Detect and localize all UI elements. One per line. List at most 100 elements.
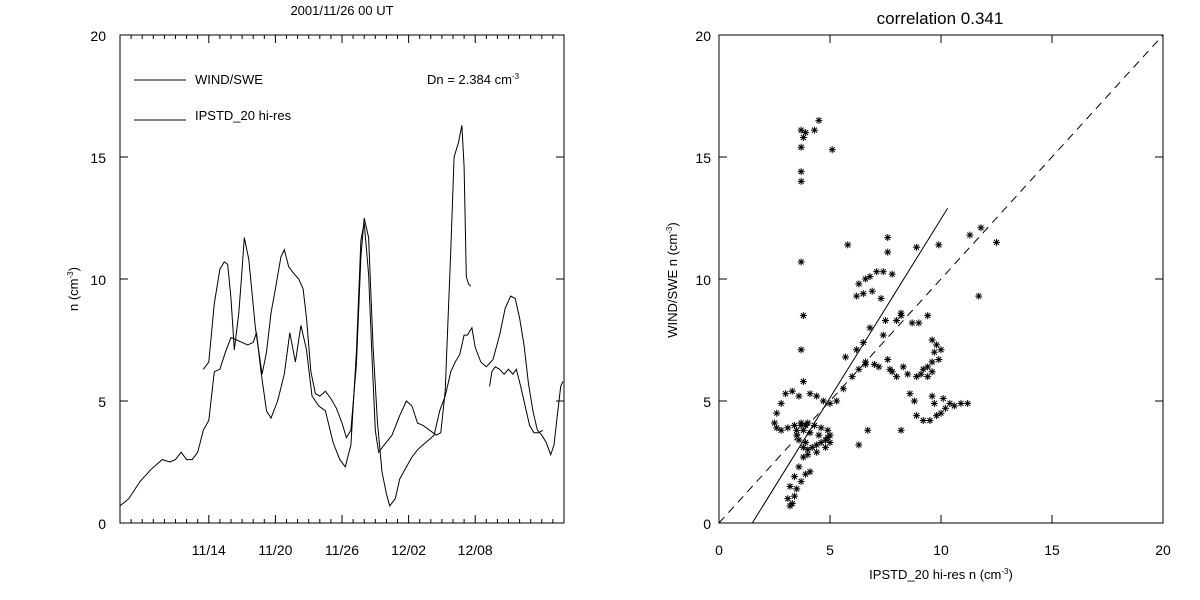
y-tick-label: 0	[98, 516, 106, 532]
scatter-point	[777, 399, 785, 407]
scatter-point	[924, 312, 932, 320]
scatter-point	[950, 402, 958, 410]
x-tick-label: 12/08	[458, 542, 493, 558]
scatter-point	[799, 312, 807, 320]
scatter-point	[773, 409, 781, 417]
scatter-point	[806, 390, 814, 398]
scatter-point	[897, 312, 905, 320]
scatter-point	[790, 473, 798, 481]
scatter-point	[966, 231, 974, 239]
scatter-y-axis-label: WIND/SWE n (cm-3)	[665, 222, 680, 337]
time-series-y-axis-label: n (cm-3)	[66, 267, 81, 311]
time-series-x-axis: 11/14 11/20 11/26 12/02 12/08	[130, 35, 554, 558]
scatter-point	[806, 468, 814, 476]
scatter-point	[795, 463, 803, 471]
y-tick-label: 10	[695, 272, 711, 288]
scatter-point	[897, 426, 905, 434]
scatter-y-label-text: WIND/SWE n (cm	[665, 234, 680, 338]
scatter-point	[928, 358, 936, 366]
scatter-point	[866, 273, 874, 281]
scatter-point	[813, 392, 821, 400]
scatter-point	[802, 438, 810, 446]
scatter-point	[788, 387, 796, 395]
x-tick-label: 15	[1044, 542, 1060, 558]
scatter-point	[893, 373, 901, 381]
x-tick-label: 11/20	[258, 542, 292, 558]
time-series-y-axis: 0 5 10 15 20	[90, 28, 564, 532]
time-series-lines	[119, 125, 564, 508]
scatter-point	[910, 397, 918, 405]
scatter-x-label-superscript: -3	[1001, 567, 1009, 576]
scatter-point	[941, 404, 949, 412]
scatter-point	[824, 434, 832, 442]
scatter-point	[839, 385, 847, 393]
scatter-point	[957, 399, 965, 407]
scatter-point	[844, 241, 852, 249]
scatter-point	[913, 412, 921, 420]
x-tick-label: 11/14	[192, 542, 226, 558]
scatter-y-label-superscript: -3	[665, 226, 674, 234]
scatter-title: correlation 0.341	[877, 9, 1004, 28]
scatter-point	[784, 424, 792, 432]
scatter-point	[930, 399, 938, 407]
scatter-point	[802, 129, 810, 137]
scatter-point	[828, 146, 836, 154]
scatter-point	[864, 426, 872, 434]
scatter-point	[977, 224, 985, 232]
scatter-point	[777, 426, 785, 434]
scatter-point	[810, 421, 818, 429]
scatter-point	[879, 268, 887, 276]
dn-annotation-superscript: -3	[512, 72, 520, 81]
scatter-x-label-close: )	[1008, 567, 1012, 582]
scatter-point	[928, 336, 936, 344]
scatter-point	[859, 338, 867, 346]
time-series-title: 2001/11/26 00 UT	[290, 3, 393, 18]
scatter-reference-lines	[718, 34, 1164, 524]
time-series-panel: 2001/11/26 00 UT 0 5 10 15 20 11/14 11/20 11/2…	[66, 3, 565, 558]
scatter-point	[964, 399, 972, 407]
scatter-point	[833, 397, 841, 405]
x-tick-label: 20	[1155, 542, 1171, 558]
scatter-point	[797, 177, 805, 185]
scatter-point	[975, 292, 983, 300]
scatter-point	[826, 399, 834, 407]
scatter-point	[882, 316, 889, 324]
scatter-point	[862, 360, 870, 368]
x-tick-label: 10	[933, 542, 949, 558]
scatter-point	[822, 443, 830, 451]
scatter-point	[815, 116, 823, 124]
scatter-point	[855, 441, 863, 449]
scatter-x-axis: 0 5 10 15 20	[715, 35, 1171, 558]
scatter-point	[797, 143, 805, 151]
scatter-point	[853, 292, 861, 300]
scatter-point	[855, 280, 863, 288]
y-tick-label: 20	[90, 28, 106, 44]
scatter-point	[771, 419, 778, 427]
scatter-point	[842, 353, 850, 361]
scatter-point	[873, 268, 881, 276]
scatter-point	[928, 368, 936, 376]
scatter-point	[919, 417, 927, 425]
x-tick-label: 11/26	[325, 542, 359, 558]
scatter-point	[793, 426, 801, 434]
scatter-point	[788, 499, 796, 507]
scatter-point	[797, 478, 805, 486]
scatter-point	[926, 417, 934, 425]
scatter-x-label-text: IPSTD_20 hi-res n (cm	[869, 567, 1001, 582]
scatter-point	[797, 258, 805, 266]
scatter-point	[870, 360, 878, 368]
scatter-point	[826, 438, 834, 446]
y-tick-label: 20	[695, 28, 711, 44]
scatter-point	[877, 295, 885, 303]
scatter-point	[875, 363, 883, 371]
scatter-point	[797, 126, 805, 134]
regression-line	[751, 207, 949, 524]
scatter-point	[855, 365, 863, 373]
scatter-y-axis: 0 5 10 15 20	[695, 28, 1163, 532]
scatter-point	[913, 243, 921, 251]
scatter-point	[928, 392, 936, 400]
scatter-point	[799, 453, 807, 461]
dn-annotation-text: Dn = 2.384 cm	[427, 72, 512, 87]
identity-line	[718, 34, 1164, 524]
